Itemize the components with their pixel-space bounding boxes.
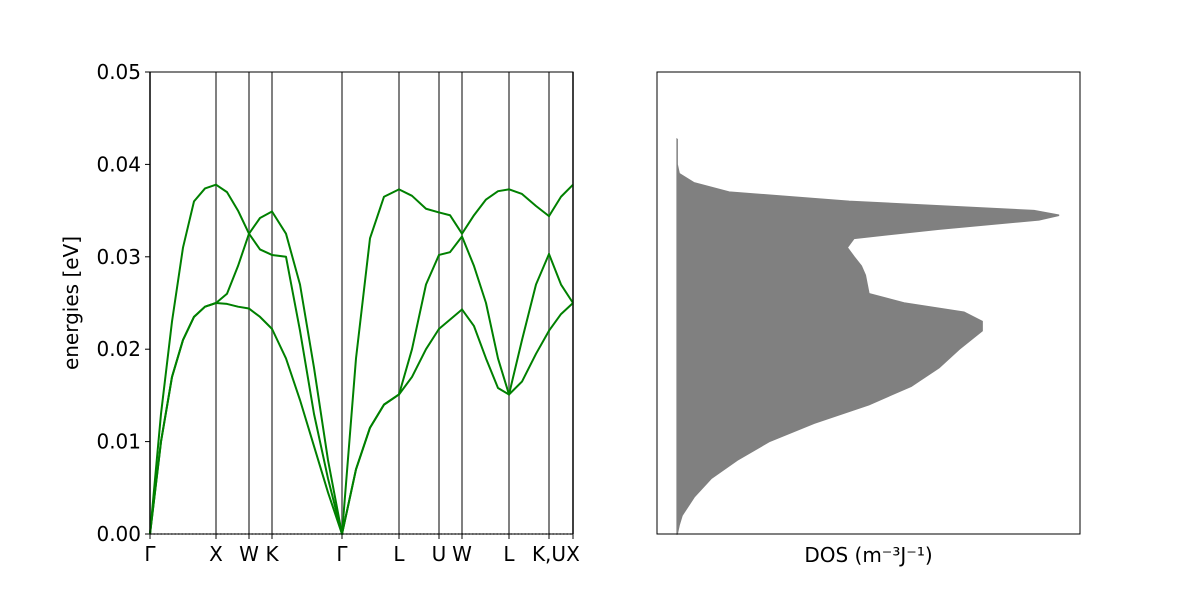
y-tick-label: 0.05	[96, 60, 141, 84]
y-tick-label: 0.02	[96, 337, 141, 361]
band-line	[149, 302, 574, 535]
x-tick-label: Γ	[144, 542, 156, 566]
y-tick-label: 0.03	[96, 245, 141, 269]
y-axis-label: energies [eV]	[59, 236, 83, 370]
x-tick-label: W	[452, 542, 472, 566]
dos-area	[676, 138, 1060, 535]
axes-frame	[149, 71, 574, 535]
x-tick-label: L	[393, 542, 405, 566]
x-tick-label: W	[239, 542, 259, 566]
x-tick-label: K,U	[532, 542, 566, 566]
y-tick-label: 0.00	[96, 522, 141, 546]
x-tick-label: X	[566, 542, 580, 566]
x-tick-label: K	[265, 542, 279, 566]
y-tick-label: 0.04	[96, 152, 141, 176]
x-tick-label: U	[432, 542, 447, 566]
x-tick-label: L	[503, 542, 515, 566]
band-line	[149, 183, 574, 535]
x-axis-label: DOS (m⁻³J⁻¹)	[804, 543, 932, 567]
x-tick-label: Γ	[336, 542, 348, 566]
x-tick-label: X	[209, 542, 223, 566]
axes-frame	[656, 71, 1081, 535]
y-tick-label: 0.01	[96, 430, 141, 454]
